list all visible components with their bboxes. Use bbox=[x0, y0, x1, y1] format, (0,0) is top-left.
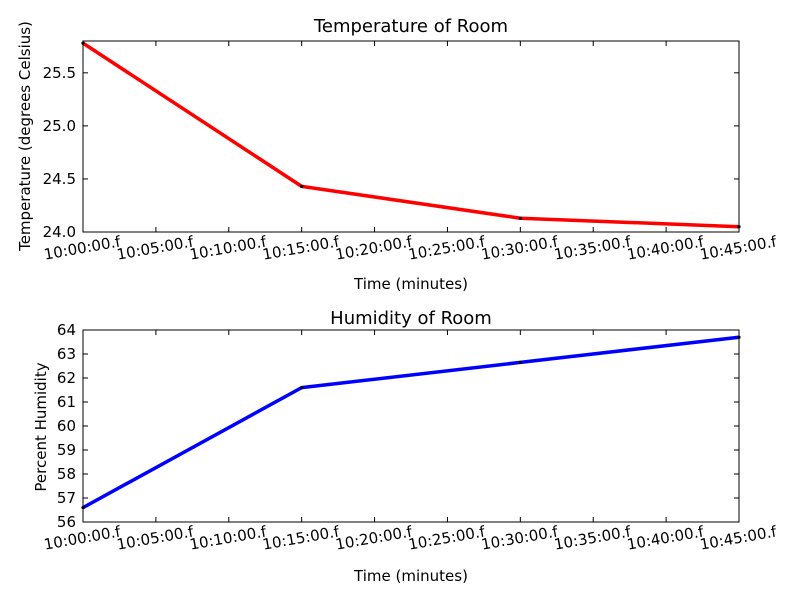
y-tick-label: 63 bbox=[57, 345, 76, 363]
data-point bbox=[518, 216, 522, 220]
series-line bbox=[82, 335, 740, 510]
y-tick-label: 25.0 bbox=[43, 117, 76, 135]
y-tick-label: 24.5 bbox=[43, 170, 76, 188]
plot-frame bbox=[82, 40, 740, 233]
y-tick-label: 24.0 bbox=[43, 223, 76, 241]
y-tick-label: 60 bbox=[57, 417, 76, 435]
y-axis-label: Temperature (degrees Celsius) bbox=[16, 21, 34, 252]
data-point bbox=[737, 335, 741, 339]
y-axis-label: Percent Humidity bbox=[32, 362, 50, 491]
chart-title: Temperature of Room bbox=[313, 16, 508, 37]
data-point bbox=[300, 184, 304, 188]
y-tick-label: 61 bbox=[57, 393, 76, 411]
data-point bbox=[81, 506, 85, 510]
y-tick-label: 56 bbox=[57, 513, 76, 531]
y-tick-label: 58 bbox=[57, 465, 76, 483]
y-tick-label: 64 bbox=[57, 321, 76, 339]
data-point bbox=[737, 225, 741, 229]
y-tick-label: 62 bbox=[57, 369, 76, 387]
data-point bbox=[518, 360, 522, 364]
data-point bbox=[300, 386, 304, 390]
chart-title: Humidity of Room bbox=[330, 308, 492, 329]
y-tick-label: 25.5 bbox=[43, 64, 76, 82]
x-axis-label: Time (minutes) bbox=[353, 567, 468, 585]
y-tick-label: 57 bbox=[57, 489, 76, 507]
y-tick-label: 59 bbox=[57, 441, 76, 459]
series-line bbox=[82, 41, 740, 229]
x-axis-label: Time (minutes) bbox=[353, 275, 468, 293]
